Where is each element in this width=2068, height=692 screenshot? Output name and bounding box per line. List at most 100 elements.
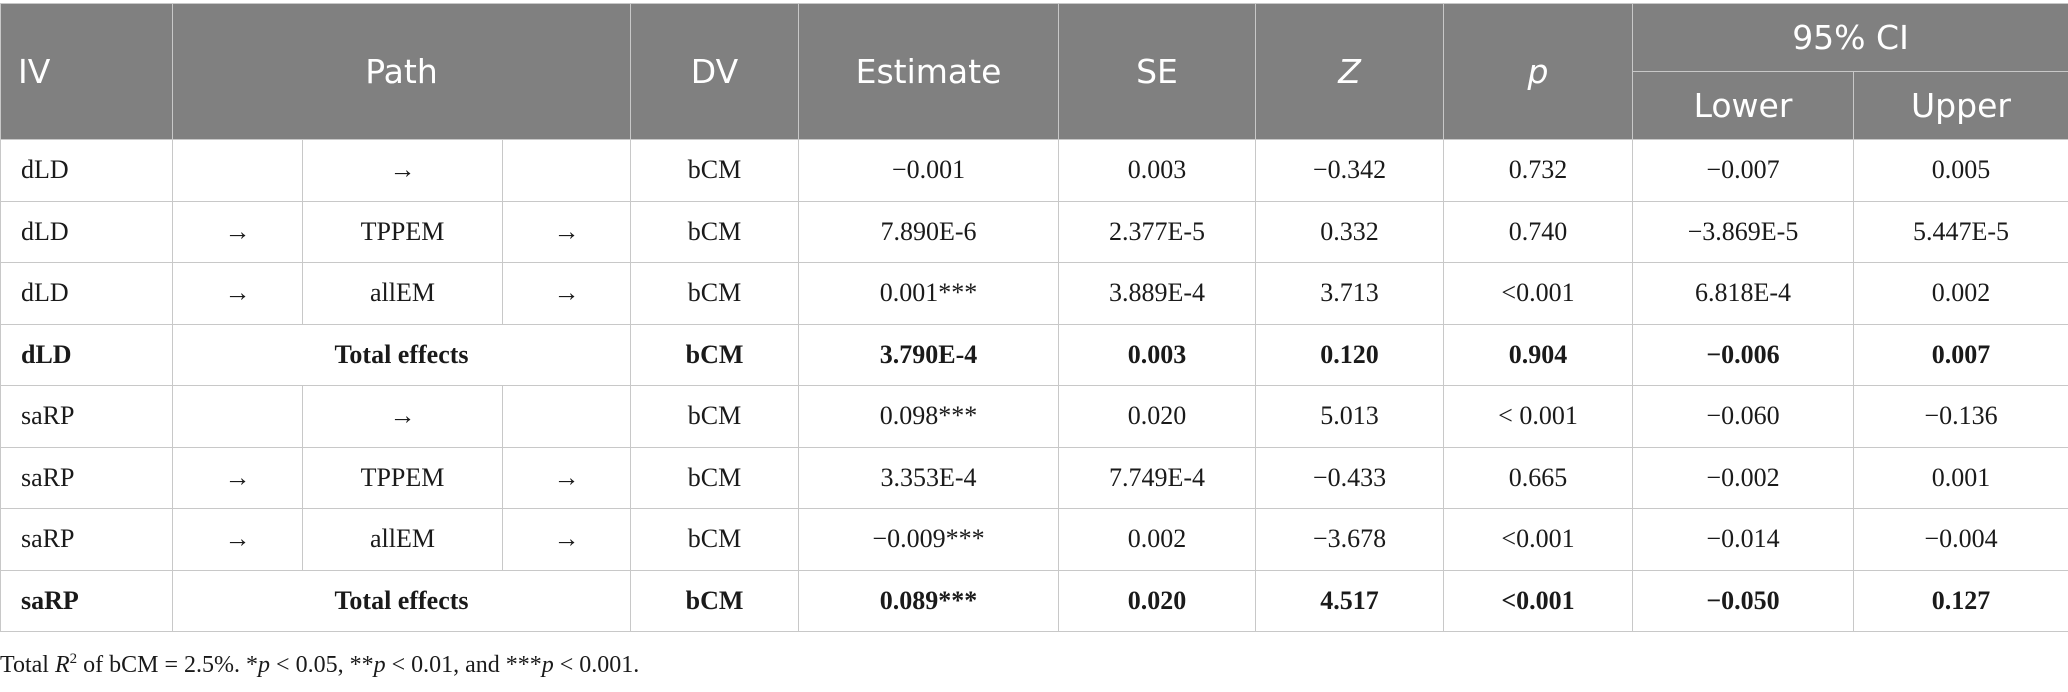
cell-se: 0.020: [1058, 385, 1256, 448]
cell-se: 3.889E-4: [1058, 262, 1256, 325]
cell-se: 0.003: [1058, 323, 1256, 386]
cell-p: 0.732: [1443, 139, 1633, 202]
cell-iv: dLD: [0, 200, 173, 263]
cell-estimate: −0.001: [798, 139, 1059, 202]
cell-se: 7.749E-4: [1058, 446, 1256, 509]
table-row: saRP → bCM 0.098*** 0.020 5.013 < 0.001 …: [0, 385, 2068, 448]
note-p1: p: [258, 652, 271, 678]
cell-p: <0.001: [1443, 508, 1633, 571]
cell-z: 5.013: [1255, 385, 1444, 448]
cell-estimate: 0.001***: [798, 262, 1059, 325]
note-p2: p: [373, 652, 386, 678]
cell-path-end: →: [502, 508, 631, 571]
cell-p: < 0.001: [1443, 385, 1633, 448]
table-row: dLD → bCM −0.001 0.003 −0.342 0.732 −0.0…: [0, 139, 2068, 202]
cell-lower: −0.050: [1632, 569, 1854, 632]
cell-path-start: →: [172, 446, 303, 509]
note-p3: p: [541, 652, 554, 678]
cell-path-mid: TPPEM: [302, 200, 503, 263]
cell-lower: −0.014: [1632, 508, 1854, 571]
cell-dv: bCM: [630, 569, 799, 632]
cell-estimate: 3.353E-4: [798, 446, 1059, 509]
cell-path-mid: →: [302, 385, 503, 448]
cell-p: 0.665: [1443, 446, 1633, 509]
cell-iv: dLD: [0, 262, 173, 325]
cell-path-end: [502, 139, 631, 202]
cell-p: 0.740: [1443, 200, 1633, 263]
cell-iv: dLD: [0, 323, 173, 386]
cell-z: −0.433: [1255, 446, 1444, 509]
cell-upper: −0.136: [1853, 385, 2068, 448]
cell-z: 3.713: [1255, 262, 1444, 325]
cell-estimate: 3.790E-4: [798, 323, 1059, 386]
table-row-total: dLD Total effects bCM 3.790E-4 0.003 0.1…: [0, 323, 2068, 386]
cell-upper: 0.001: [1853, 446, 2068, 509]
cell-z: 0.332: [1255, 200, 1444, 263]
cell-estimate: 0.098***: [798, 385, 1059, 448]
cell-se: 0.003: [1058, 139, 1256, 202]
cell-lower: 6.818E-4: [1632, 262, 1854, 325]
cell-path-start: →: [172, 262, 303, 325]
results-table: IV Path DV Estimate SE Z p 95% CI Lower …: [0, 3, 2068, 632]
cell-path-end: →: [502, 262, 631, 325]
cell-estimate: 7.890E-6: [798, 200, 1059, 263]
cell-lower: −0.060: [1632, 385, 1854, 448]
cell-path-total: Total effects: [172, 323, 631, 386]
cell-lower: −3.869E-5: [1632, 200, 1854, 263]
cell-upper: 5.447E-5: [1853, 200, 2068, 263]
cell-path-start: →: [172, 508, 303, 571]
cell-estimate: −0.009***: [798, 508, 1059, 571]
note-prefix: Total: [0, 652, 55, 678]
cell-se: 2.377E-5: [1058, 200, 1256, 263]
header-ci: 95% CI: [1632, 3, 2068, 72]
cell-iv: saRP: [0, 508, 173, 571]
cell-iv: saRP: [0, 385, 173, 448]
cell-p: 0.904: [1443, 323, 1633, 386]
header-iv: IV: [0, 3, 173, 140]
cell-path-mid: allEM: [302, 262, 503, 325]
cell-path-start: [172, 385, 303, 448]
cell-path-mid: →: [302, 139, 503, 202]
cell-upper: 0.007: [1853, 323, 2068, 386]
table-footnote: Total R2 of bCM = 2.5%. *p < 0.05, **p <…: [0, 652, 639, 679]
cell-p: <0.001: [1443, 569, 1633, 632]
note-t1: < 0.05, **: [270, 652, 374, 678]
cell-path-end: →: [502, 200, 631, 263]
cell-dv: bCM: [630, 385, 799, 448]
cell-upper: 0.127: [1853, 569, 2068, 632]
cell-lower: −0.002: [1632, 446, 1854, 509]
cell-dv: bCM: [630, 139, 799, 202]
table-row: saRP → allEM → bCM −0.009*** 0.002 −3.67…: [0, 508, 2068, 571]
cell-path-start: →: [172, 200, 303, 263]
header-p: p: [1443, 3, 1633, 140]
cell-lower: −0.006: [1632, 323, 1854, 386]
cell-dv: bCM: [630, 508, 799, 571]
cell-p: <0.001: [1443, 262, 1633, 325]
header-z: Z: [1255, 3, 1444, 140]
cell-lower: −0.007: [1632, 139, 1854, 202]
cell-iv: saRP: [0, 446, 173, 509]
header-estimate: Estimate: [798, 3, 1059, 140]
cell-z: 4.517: [1255, 569, 1444, 632]
header-dv: DV: [630, 3, 799, 140]
cell-se: 0.020: [1058, 569, 1256, 632]
cell-estimate: 0.089***: [798, 569, 1059, 632]
cell-path-start: [172, 139, 303, 202]
header-lower: Lower: [1632, 71, 1854, 140]
cell-path-mid: allEM: [302, 508, 503, 571]
cell-z: −0.342: [1255, 139, 1444, 202]
note-r: R: [54, 652, 70, 678]
header-path: Path: [172, 3, 631, 140]
cell-dv: bCM: [630, 262, 799, 325]
note-mid: of bCM = 2.5%. *: [77, 652, 259, 678]
cell-iv: saRP: [0, 569, 173, 632]
header-upper: Upper: [1853, 71, 2068, 140]
cell-upper: 0.005: [1853, 139, 2068, 202]
note-t2: < 0.01, and ***: [385, 652, 542, 678]
cell-path-end: →: [502, 446, 631, 509]
table-body: dLD → bCM −0.001 0.003 −0.342 0.732 −0.0…: [0, 139, 2068, 632]
cell-se: 0.002: [1058, 508, 1256, 571]
cell-dv: bCM: [630, 323, 799, 386]
cell-z: 0.120: [1255, 323, 1444, 386]
header-se: SE: [1058, 3, 1256, 140]
